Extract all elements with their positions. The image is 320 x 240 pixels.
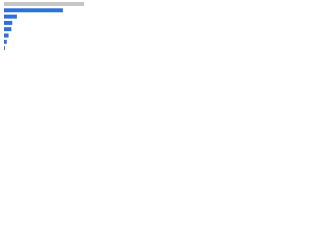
bar: [4, 14, 17, 19]
page: (() => { const data = JSON.parse(documen…: [0, 0, 320, 71]
bar: [4, 33, 9, 38]
bar: [4, 39, 7, 44]
bar: [4, 2, 85, 6]
chart: [4, 2, 85, 51]
bar: [4, 8, 63, 13]
bar: [4, 20, 13, 25]
bar: [4, 27, 12, 32]
bar: [4, 46, 5, 51]
